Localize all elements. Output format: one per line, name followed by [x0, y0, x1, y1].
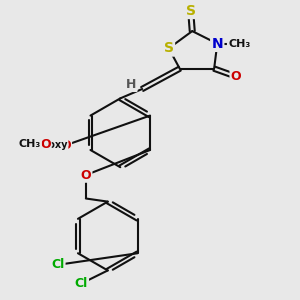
Text: H: H: [126, 78, 136, 91]
Text: O: O: [60, 139, 71, 152]
Text: O: O: [231, 70, 242, 83]
Text: O: O: [40, 138, 50, 151]
Text: N: N: [212, 37, 223, 51]
Text: Cl: Cl: [51, 258, 64, 271]
Text: O: O: [81, 169, 91, 182]
Text: Cl: Cl: [74, 277, 88, 290]
Text: S: S: [164, 41, 174, 55]
Text: methoxy: methoxy: [20, 140, 68, 150]
Text: CH₃: CH₃: [228, 39, 250, 49]
Text: S: S: [186, 4, 196, 18]
Text: methoxy: methoxy: [40, 145, 47, 146]
Text: CH₃: CH₃: [18, 140, 41, 149]
